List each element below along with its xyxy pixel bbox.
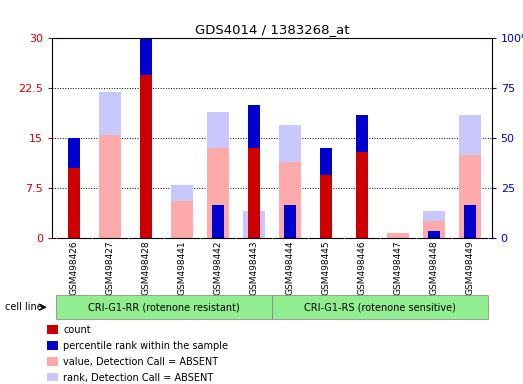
Text: CRI-G1-RR (rotenone resistant): CRI-G1-RR (rotenone resistant) [88,302,240,312]
Text: GSM498426: GSM498426 [70,241,78,296]
Bar [279,162,301,238]
Bar [464,205,476,238]
Bar [47,325,59,334]
Bar [248,148,260,238]
Text: value, Detection Call = ABSENT: value, Detection Call = ABSENT [63,357,218,367]
Bar [248,105,260,148]
Bar [171,202,193,238]
Bar [459,115,481,155]
Bar [279,125,301,162]
Bar [99,92,121,135]
Text: count: count [63,325,90,335]
Bar [320,148,332,175]
Bar [356,115,368,152]
Text: GSM498443: GSM498443 [249,241,258,296]
Text: GSM498441: GSM498441 [177,241,186,296]
Bar [67,168,80,238]
Text: rank, Detection Call = ABSENT: rank, Detection Call = ABSENT [63,372,213,383]
Text: GSM498446: GSM498446 [358,241,367,296]
Text: GSM498428: GSM498428 [141,241,151,296]
Text: percentile rank within the sample: percentile rank within the sample [63,341,228,351]
FancyBboxPatch shape [272,295,488,319]
Bar [459,155,481,238]
Bar [140,75,152,238]
Text: GSM498427: GSM498427 [106,241,115,296]
Bar [387,233,409,238]
Bar [212,205,224,238]
Bar [243,212,265,238]
Bar [283,205,296,238]
Bar [99,135,121,238]
Bar [428,232,440,238]
Text: cell line: cell line [5,302,43,312]
Bar [423,212,445,222]
Text: GSM498447: GSM498447 [393,241,403,296]
Text: GSM498442: GSM498442 [213,241,222,295]
Bar [47,372,59,381]
Text: GSM498448: GSM498448 [429,241,438,296]
Bar [140,25,152,75]
Title: GDS4014 / 1383268_at: GDS4014 / 1383268_at [195,23,349,36]
Text: GSM498449: GSM498449 [465,241,474,296]
Text: CRI-G1-RS (rotenone sensitive): CRI-G1-RS (rotenone sensitive) [304,302,456,312]
Bar [207,148,229,238]
Bar [47,357,59,366]
Bar [47,341,59,350]
Bar [320,175,332,238]
Text: GSM498445: GSM498445 [322,241,331,296]
Bar [171,185,193,202]
Bar [67,138,80,168]
Bar [356,152,368,238]
Bar [423,222,445,238]
FancyBboxPatch shape [56,295,272,319]
Text: GSM498444: GSM498444 [286,241,294,295]
Bar [207,112,229,148]
